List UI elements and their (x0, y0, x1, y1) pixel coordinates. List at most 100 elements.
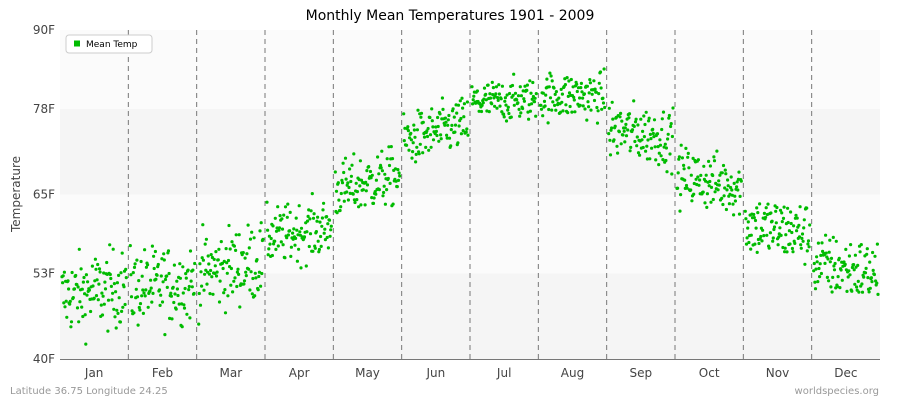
data-point (347, 185, 351, 190)
data-point (273, 239, 277, 243)
data-point (652, 118, 657, 122)
data-point (358, 184, 362, 188)
data-point (304, 264, 308, 268)
data-point (140, 274, 144, 278)
data-point (863, 271, 868, 275)
data-point (210, 275, 214, 279)
month-divider-lines (127, 30, 813, 359)
data-point (554, 108, 558, 112)
data-point (233, 276, 237, 280)
data-point (597, 92, 601, 96)
data-point (875, 242, 880, 246)
data-point (546, 121, 550, 125)
data-point (259, 221, 263, 225)
data-point (868, 286, 872, 290)
data-point (243, 256, 247, 260)
chart-title: Monthly Mean Temperatures 1901 - 2009 (306, 8, 595, 24)
data-point (342, 199, 346, 203)
data-point (456, 103, 461, 107)
data-point (144, 265, 148, 269)
data-point (418, 142, 422, 146)
data-point (472, 94, 476, 98)
data-point (326, 246, 330, 250)
data-point (106, 329, 110, 333)
data-point (219, 240, 223, 244)
data-point (769, 211, 773, 215)
data-point (794, 213, 798, 217)
data-point (395, 185, 399, 189)
data-point (267, 247, 271, 251)
data-point (649, 137, 653, 141)
x-tick-label: Aug (561, 366, 584, 380)
data-point (406, 129, 410, 133)
data-point (551, 100, 555, 104)
data-point (294, 216, 298, 220)
data-point (207, 272, 211, 276)
data-point (726, 178, 730, 182)
data-point (69, 320, 74, 324)
data-point (177, 302, 181, 306)
data-point (372, 196, 376, 200)
data-point (188, 249, 193, 253)
data-point (289, 254, 293, 258)
data-point (730, 193, 735, 197)
data-point (869, 276, 874, 280)
data-point (379, 166, 383, 170)
x-tick-label: Jan (84, 366, 104, 380)
data-point (831, 275, 835, 279)
data-point (181, 265, 185, 269)
data-point (153, 249, 157, 254)
data-point (218, 279, 222, 283)
data-point (280, 217, 284, 221)
data-point (280, 227, 285, 231)
data-point (187, 284, 191, 289)
data-point (353, 200, 357, 205)
data-point (627, 112, 632, 116)
data-point (319, 234, 323, 239)
data-point (668, 152, 672, 156)
data-points (60, 67, 880, 346)
data-point (413, 135, 417, 139)
data-point (587, 105, 591, 109)
data-point (75, 306, 80, 310)
data-point (617, 130, 622, 134)
data-point (813, 287, 818, 291)
data-point (273, 216, 277, 220)
data-point (622, 129, 626, 133)
data-point (249, 270, 253, 274)
data-point (109, 276, 113, 281)
legend: Mean Temp (65, 34, 153, 54)
data-point (752, 212, 756, 217)
data-point (803, 262, 807, 266)
data-point (296, 233, 300, 237)
data-point (452, 115, 456, 119)
data-point (419, 115, 423, 119)
data-point (323, 227, 327, 231)
data-point (453, 123, 458, 127)
data-point (87, 288, 91, 292)
data-point (132, 311, 136, 315)
data-point (610, 126, 614, 130)
data-point (491, 93, 495, 97)
data-point (383, 202, 387, 206)
data-point (388, 181, 392, 185)
data-point (752, 216, 756, 220)
data-point (241, 251, 245, 255)
data-point (111, 247, 115, 251)
data-point (786, 206, 790, 210)
data-point (816, 241, 821, 245)
data-point (152, 266, 156, 271)
data-point (832, 268, 837, 272)
data-point (369, 176, 373, 180)
data-point (779, 233, 783, 237)
data-point (677, 157, 681, 161)
data-point (746, 220, 750, 224)
data-point (686, 151, 690, 155)
data-point (272, 242, 276, 246)
data-point (725, 188, 729, 192)
data-point (185, 312, 189, 316)
data-point (484, 92, 488, 96)
data-point (793, 241, 797, 245)
data-point (350, 163, 354, 167)
data-point (744, 242, 749, 246)
